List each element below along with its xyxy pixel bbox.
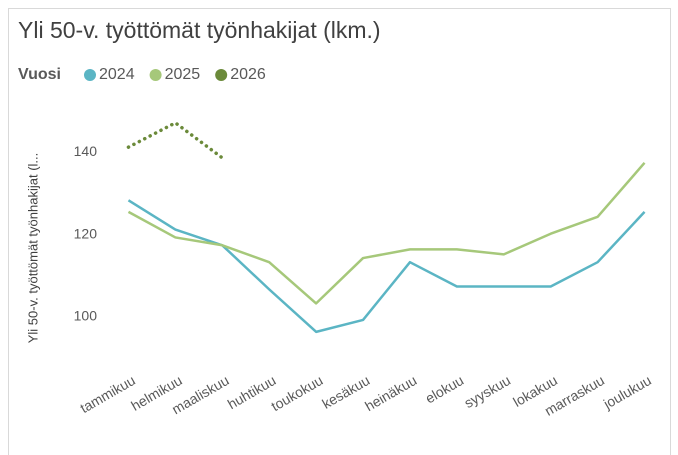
- y-tick-label: 120: [74, 225, 98, 241]
- legend-marker: [215, 69, 228, 81]
- legend-marker: [84, 69, 96, 81]
- y-tick-label: 140: [74, 143, 98, 159]
- y-tick-label: 100: [74, 308, 98, 324]
- chart-title: Yli 50-v. työttömät työnhakijat (lkm.): [18, 17, 381, 43]
- legend-label: 2025: [165, 66, 201, 83]
- series-line: [127, 162, 646, 305]
- legend-label: 2026: [230, 66, 266, 83]
- legend-marker: [149, 69, 162, 81]
- series-line: [126, 121, 225, 160]
- y-axis-label: Yli 50-v. työttömät työnhakijat (l...: [25, 153, 40, 344]
- legend-title: Vuosi: [18, 66, 61, 83]
- legend-label: 2024: [99, 66, 135, 83]
- chart-frame: [8, 8, 671, 455]
- series-line: [127, 199, 646, 334]
